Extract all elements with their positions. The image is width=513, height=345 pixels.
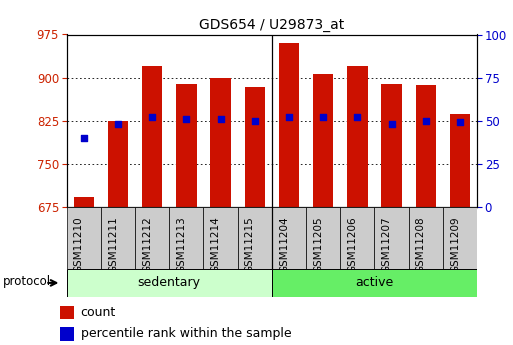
Bar: [374, 207, 409, 269]
Text: GSM11210: GSM11210: [74, 216, 84, 273]
Bar: [142, 66, 163, 207]
Text: sedentary: sedentary: [138, 276, 201, 289]
Bar: [67, 269, 272, 297]
Point: [285, 115, 293, 120]
Bar: [204, 207, 238, 269]
Point: [80, 135, 88, 141]
Text: count: count: [81, 306, 116, 319]
Bar: [67, 207, 101, 269]
Text: percentile rank within the sample: percentile rank within the sample: [81, 327, 291, 340]
Text: active: active: [356, 276, 393, 289]
Text: GSM11208: GSM11208: [416, 216, 426, 273]
Bar: [416, 85, 436, 207]
Point: [114, 121, 122, 127]
Text: protocol: protocol: [3, 275, 51, 288]
Point: [216, 116, 225, 122]
Point: [182, 116, 190, 122]
Text: GSM11214: GSM11214: [211, 216, 221, 273]
Bar: [61, 306, 74, 319]
Text: GSM11213: GSM11213: [176, 216, 186, 273]
Bar: [169, 207, 204, 269]
Bar: [245, 87, 265, 207]
Point: [422, 118, 430, 124]
Bar: [176, 84, 196, 207]
Text: GSM11207: GSM11207: [382, 216, 391, 273]
Bar: [238, 207, 272, 269]
Text: GSM11212: GSM11212: [142, 216, 152, 273]
Bar: [450, 115, 470, 207]
Bar: [443, 207, 477, 269]
Bar: [381, 84, 402, 207]
Bar: [61, 327, 74, 341]
Bar: [101, 207, 135, 269]
Point: [251, 118, 259, 124]
Bar: [313, 73, 333, 207]
Text: GSM11215: GSM11215: [245, 216, 255, 273]
Point: [456, 120, 464, 125]
Bar: [272, 269, 477, 297]
Title: GDS654 / U29873_at: GDS654 / U29873_at: [199, 18, 345, 32]
Text: GSM11209: GSM11209: [450, 216, 460, 273]
Bar: [272, 207, 306, 269]
Bar: [340, 207, 374, 269]
Text: GSM11206: GSM11206: [347, 216, 358, 273]
Bar: [347, 66, 368, 207]
Text: GSM11211: GSM11211: [108, 216, 118, 273]
Bar: [210, 78, 231, 207]
Point: [387, 121, 396, 127]
Bar: [306, 207, 340, 269]
Text: GSM11204: GSM11204: [279, 216, 289, 273]
Point: [319, 115, 327, 120]
Point: [148, 115, 156, 120]
Bar: [409, 207, 443, 269]
Bar: [279, 43, 299, 207]
Point: [353, 115, 362, 120]
Bar: [73, 197, 94, 207]
Text: GSM11205: GSM11205: [313, 216, 323, 273]
Bar: [135, 207, 169, 269]
Bar: [108, 121, 128, 207]
